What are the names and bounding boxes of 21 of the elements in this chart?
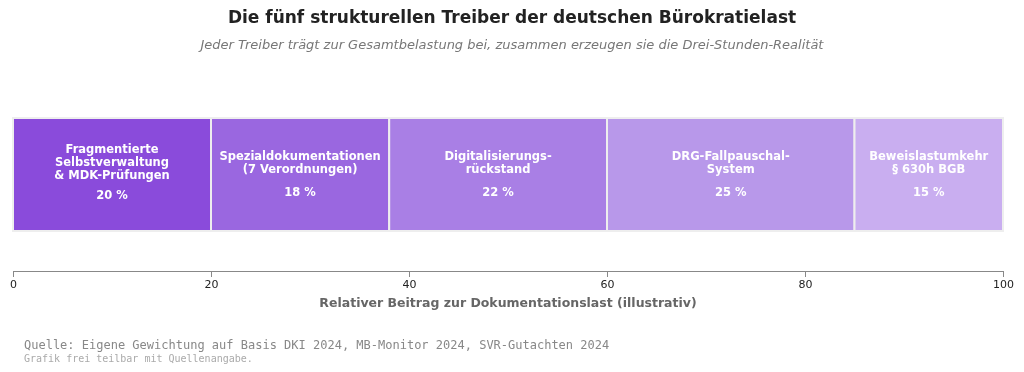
x-tick-label: 20 xyxy=(204,277,219,291)
x-tick-label: 40 xyxy=(402,277,417,291)
x-tick-label: 80 xyxy=(798,277,813,291)
data-label: 15 % xyxy=(912,184,945,199)
x-tick-label: 60 xyxy=(600,277,615,291)
data-label: 20 % xyxy=(96,187,129,202)
data-label: 18 % xyxy=(284,184,317,199)
x-axis-title: Relativer Beitrag zur Dokumentationslast (illustrativ) xyxy=(319,295,697,310)
x-tick-label: 100 xyxy=(993,277,1014,291)
series-label: Fragmentierte Selbstverwaltung & MDK-Prüfungen xyxy=(54,142,170,182)
series-label: Digitalisierungs- rückstand xyxy=(444,149,552,176)
series-label: DRG-Fallpauschal- System xyxy=(671,149,790,176)
series-label: Beweislastumkehr § 630h BGB xyxy=(869,149,989,176)
text: Grafik frei teilbar mit Quellenangabe. xyxy=(24,353,253,364)
source-note: Quelle: Eigene Gewichtung auf Basis DKI 2024, MB-Monitor 2024, SVR-Gutachten 2024 xyxy=(24,338,610,352)
chart-subtitle: Jeder Treiber trägt zur Gesamtbelastung bei, zusammen erzeugen sie die Drei-Stunden-Realität xyxy=(197,37,825,52)
data-label: 25 % xyxy=(714,184,747,199)
x-tick-label: 0 xyxy=(10,277,17,291)
chart-title: Die fünf strukturellen Treiber der deutschen Bürokratielast xyxy=(227,7,797,27)
series-label: Spezialdokumentationen (7 Verordnungen) xyxy=(219,149,381,176)
data-label: 22 % xyxy=(482,184,515,199)
